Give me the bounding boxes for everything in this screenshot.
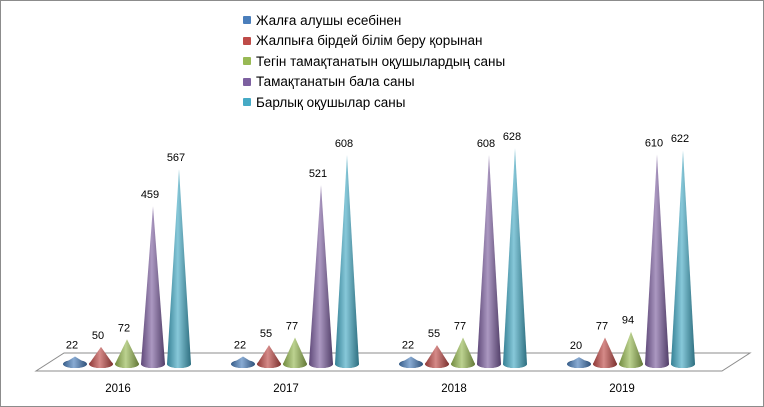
- cone-body: [567, 357, 591, 368]
- data-label: 20: [570, 340, 582, 352]
- cone-mark: [645, 154, 669, 368]
- cone-mark: [593, 337, 617, 368]
- cone-body: [63, 356, 87, 368]
- data-label: 608: [335, 138, 353, 150]
- data-label: 610: [645, 137, 663, 149]
- legend-item: Тегін тамақтанатын оқушылардың саны: [243, 51, 505, 72]
- data-label: 55: [260, 328, 272, 340]
- data-label: 94: [622, 315, 634, 327]
- cone-mark: [335, 155, 359, 368]
- cone-mark: [309, 184, 333, 368]
- legend-item: Тамақтанатын бала саны: [243, 72, 505, 93]
- cone-mark: [451, 337, 475, 368]
- cone-mark: [477, 155, 501, 368]
- cone-mark: [115, 339, 139, 368]
- cone-mark: [425, 345, 449, 368]
- legend-item: Барлық оқушылар саны: [243, 92, 505, 113]
- cone-mark: [63, 356, 87, 368]
- data-label: 22: [66, 339, 78, 351]
- data-label: 628: [503, 131, 521, 143]
- cone-mark: [257, 345, 281, 368]
- data-label: 55: [428, 328, 440, 340]
- cone-body: [399, 356, 423, 368]
- legend-label: Тегін тамақтанатын оқушылардың саны: [256, 53, 506, 69]
- cone-body: [283, 337, 307, 368]
- legend-label: Барлық оқушылар саны: [256, 94, 406, 110]
- legend-label: Жалпыға бірдей білім беру қорынан: [256, 33, 483, 49]
- legend-swatch: [243, 57, 251, 66]
- cone-body: [503, 148, 527, 368]
- x-tick-label: 2019: [609, 383, 635, 395]
- cone-body: [309, 184, 333, 368]
- chart-legend: Жалға алушы есебінен Жалпыға бірдей білім…: [243, 10, 505, 113]
- legend-label: Тамақтанатын бала саны: [256, 74, 415, 90]
- legend-label: Жалға алушы есебінен: [256, 12, 402, 28]
- cone-body: [141, 206, 165, 368]
- data-label: 50: [92, 330, 104, 342]
- cone-body: [89, 346, 113, 368]
- cone-body: [231, 356, 255, 368]
- data-label: 622: [671, 133, 689, 145]
- cone-body: [167, 169, 191, 368]
- data-label: 459: [141, 189, 159, 201]
- cone-mark: [399, 356, 423, 368]
- cone-mark: [503, 148, 527, 368]
- data-label: 608: [477, 138, 495, 150]
- cone-mark: [167, 169, 191, 368]
- cone-mark: [671, 150, 695, 368]
- cone-body: [671, 150, 695, 368]
- legend-item: Жалға алушы есебінен: [243, 10, 505, 31]
- cone-mark: [567, 357, 591, 368]
- cone-body: [451, 337, 475, 368]
- cone-body: [115, 339, 139, 368]
- cone-body: [645, 154, 669, 368]
- legend-swatch: [243, 36, 251, 45]
- data-label: 77: [286, 321, 298, 333]
- data-label: 22: [402, 339, 414, 351]
- legend-swatch: [243, 98, 251, 107]
- legend-item: Жалпыға бірдей білім беру қорынан: [243, 31, 505, 52]
- x-tick-label: 2016: [105, 383, 131, 395]
- cone-body: [425, 345, 449, 368]
- data-label: 567: [167, 152, 185, 164]
- data-label: 77: [454, 321, 466, 333]
- cone-body: [477, 155, 501, 368]
- cone-mark: [231, 356, 255, 368]
- cone-mark: [619, 331, 643, 368]
- cone-body: [257, 345, 281, 368]
- legend-swatch: [243, 16, 251, 25]
- legend-swatch: [243, 77, 251, 86]
- cone-mark: [89, 346, 113, 368]
- cone-body: [619, 331, 643, 368]
- x-tick-label: 2017: [273, 383, 299, 395]
- data-label: 22: [234, 339, 246, 351]
- cone-mark: [141, 206, 165, 368]
- cone-body: [593, 337, 617, 368]
- data-label: 77: [596, 321, 608, 333]
- data-label: 72: [118, 322, 130, 334]
- cone-body: [335, 155, 359, 368]
- data-label: 521: [309, 168, 327, 180]
- cone-mark: [283, 337, 307, 368]
- x-tick-label: 2018: [441, 383, 467, 395]
